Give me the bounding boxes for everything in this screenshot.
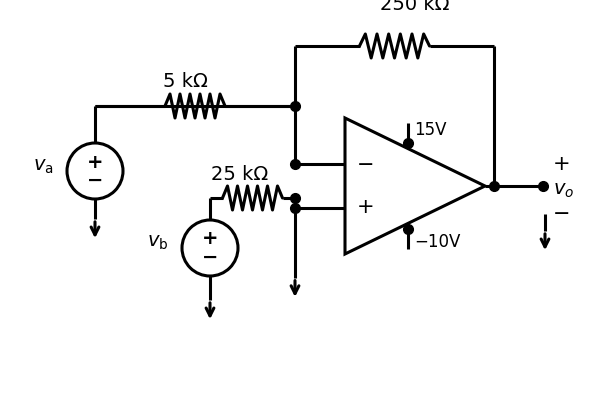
Text: +: + (202, 230, 218, 248)
Text: 25 kΩ: 25 kΩ (211, 165, 268, 184)
Text: −: − (87, 171, 103, 190)
Text: 5 kΩ: 5 kΩ (163, 72, 208, 91)
Text: +: + (87, 153, 103, 171)
Text: $v_o$: $v_o$ (553, 181, 574, 201)
Text: −: − (202, 248, 218, 267)
Text: −: − (357, 155, 375, 175)
Text: +: + (553, 154, 571, 174)
Text: 250 kΩ: 250 kΩ (380, 0, 450, 14)
Text: −: − (553, 204, 571, 224)
Text: $v_{\mathsf{b}}$: $v_{\mathsf{b}}$ (148, 233, 169, 253)
Text: $v_{\mathsf{a}}$: $v_{\mathsf{a}}$ (32, 156, 53, 176)
Text: −10V: −10V (414, 233, 460, 250)
Text: 15V: 15V (414, 121, 447, 139)
Text: +: + (357, 197, 375, 217)
